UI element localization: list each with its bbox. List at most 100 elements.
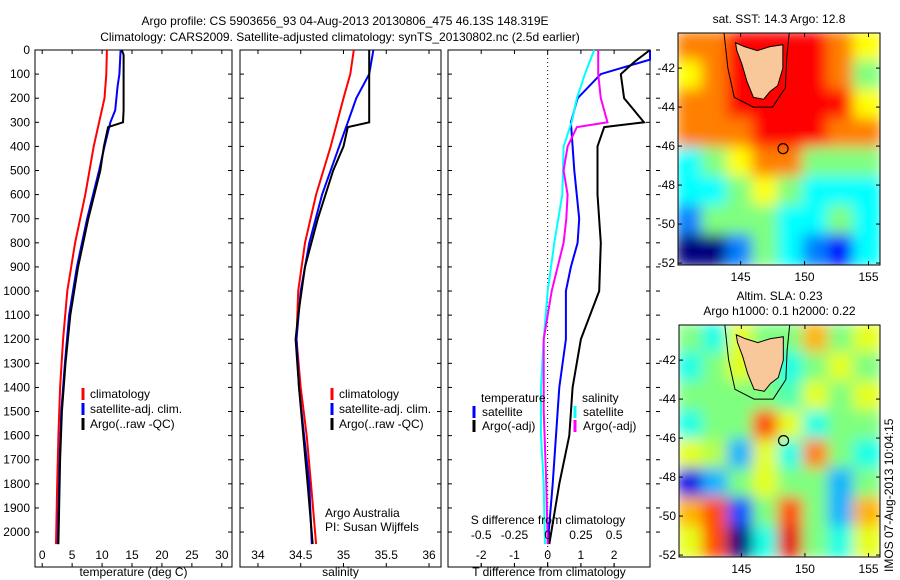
heatmap-cell xyxy=(752,468,782,501)
y-tick-label: 100 xyxy=(10,67,30,81)
heatmap-cell xyxy=(852,33,880,64)
title-line-1: Argo profile: CS 5903656_93 04-Aug-2013 … xyxy=(142,14,549,28)
heatmap-cell xyxy=(802,205,832,238)
sst-map-field xyxy=(678,33,880,265)
salinity-xlabel: salinity xyxy=(322,565,359,579)
heatmap-cell xyxy=(852,205,880,238)
x-tick-label: 35 xyxy=(337,548,351,562)
heatmap-cell xyxy=(679,352,707,385)
heatmap-cell xyxy=(726,176,756,209)
heatmap-cell xyxy=(701,176,731,209)
legend-label: climatology xyxy=(339,387,399,401)
x-tick-label: -1 xyxy=(509,548,520,562)
heatmap-cell xyxy=(752,439,782,472)
y-tick-label: -52 xyxy=(659,548,677,562)
heatmap-cell xyxy=(679,439,707,472)
series-line-s-argo-adj- xyxy=(542,50,609,545)
heatmap-cell xyxy=(702,468,732,501)
heatmap-cell xyxy=(701,89,731,122)
y-tick-label: 2000 xyxy=(3,525,30,539)
heatmap-cell xyxy=(802,60,832,93)
heatmap-cell xyxy=(702,526,732,557)
x-tick-label: 2 xyxy=(611,548,618,562)
y-tick-label: 1500 xyxy=(3,405,30,419)
series-line-argo-raw-qc- xyxy=(57,49,125,545)
heatmap-cell xyxy=(827,176,857,209)
heatmap-cell xyxy=(678,147,706,180)
y-tick-label: -48 xyxy=(659,470,677,484)
heatmap-cell xyxy=(827,497,857,530)
sst-map-title: sat. SST: 14.3 Argo: 12.8 xyxy=(713,12,846,26)
heatmap-cell xyxy=(827,325,857,356)
x-tick-label: 150 xyxy=(795,270,815,284)
heatmap-cell xyxy=(777,176,807,209)
heatmap-cell xyxy=(827,118,857,151)
legend-label: Argo(-adj) xyxy=(482,419,535,433)
legend-label: satellite xyxy=(482,405,523,419)
x-tick-label: 34.5 xyxy=(289,548,313,562)
difference-x2label: S difference from climatology xyxy=(471,513,626,527)
heatmap-cell xyxy=(777,118,807,151)
depth-contour xyxy=(724,325,791,400)
x-tick-label: 145 xyxy=(731,562,751,576)
heatmap-cell xyxy=(827,352,857,385)
heatmap-cell xyxy=(802,89,832,122)
heatmap-cell xyxy=(777,147,807,180)
y-tick-label: 500 xyxy=(10,164,30,178)
sla-map-field xyxy=(679,325,880,557)
heatmap-cell xyxy=(777,234,807,265)
heatmap-cell xyxy=(727,439,757,472)
y-tick-label: -50 xyxy=(658,217,676,231)
y-tick-label: 1900 xyxy=(3,501,30,515)
heatmap-cell xyxy=(679,526,707,557)
heatmap-cell xyxy=(751,205,781,238)
heatmap-cell xyxy=(726,118,756,151)
tasmania-landmass xyxy=(735,333,784,392)
x2-tick-label: 0.5 xyxy=(606,528,623,542)
difference-panel: -2 -1 0 1 2 T difference from climatology temp… xyxy=(447,49,660,579)
difference-series xyxy=(540,49,651,545)
x-tick-label: 0 xyxy=(39,548,46,562)
sla-map-axes-box xyxy=(678,324,881,558)
sla-map-panel: 145 150 155 -42 -44 -46 -48 -50 -52 Altim. SLA: 0… xyxy=(659,289,881,576)
heatmap-cell xyxy=(678,33,706,64)
y-tick-label: 800 xyxy=(10,236,30,250)
heatmap-cell xyxy=(802,325,832,356)
heatmap-cell xyxy=(777,205,807,238)
x-tick-label: 34 xyxy=(251,548,265,562)
heatmap-cell xyxy=(852,60,880,93)
y-tick-label: 1700 xyxy=(3,453,30,467)
x-tick-label: 15 xyxy=(125,548,139,562)
heatmap-cell xyxy=(751,176,781,209)
heatmap-cell xyxy=(827,147,857,180)
annotation-text: PI: Susan Wijffels xyxy=(325,520,419,534)
x-tick-label: 25 xyxy=(185,548,199,562)
heatmap-cell xyxy=(802,33,832,64)
y-tick-label: 600 xyxy=(10,188,30,202)
legend-header-temperature: temperature xyxy=(481,391,546,405)
x-tick-label: 36 xyxy=(422,548,436,562)
y-tick-label: 1100 xyxy=(4,308,30,322)
heatmap-cell xyxy=(701,234,731,265)
heatmap-cell xyxy=(852,325,880,356)
heatmap-cell xyxy=(727,497,757,530)
heatmap-cell xyxy=(827,60,857,93)
heatmap-cell xyxy=(802,468,832,501)
heatmap-cell xyxy=(727,468,757,501)
heatmap-cell xyxy=(802,526,832,557)
x-tick-label: 20 xyxy=(155,548,169,562)
heatmap-cell xyxy=(701,147,731,180)
heatmap-cell xyxy=(827,33,857,64)
y-tick-label: -46 xyxy=(659,431,677,445)
heatmap-cell xyxy=(751,118,781,151)
x-tick-label: 10 xyxy=(95,548,109,562)
heatmap-cell xyxy=(702,325,732,356)
y-tick-label: 1800 xyxy=(3,477,30,491)
heatmap-cell xyxy=(777,410,807,443)
y-tick-label: -44 xyxy=(659,392,677,406)
x2-tick-label: 0 xyxy=(544,528,551,542)
sst-map-axes-box xyxy=(677,32,881,266)
heatmap-cell xyxy=(701,205,731,238)
heatmap-cell xyxy=(852,381,880,414)
